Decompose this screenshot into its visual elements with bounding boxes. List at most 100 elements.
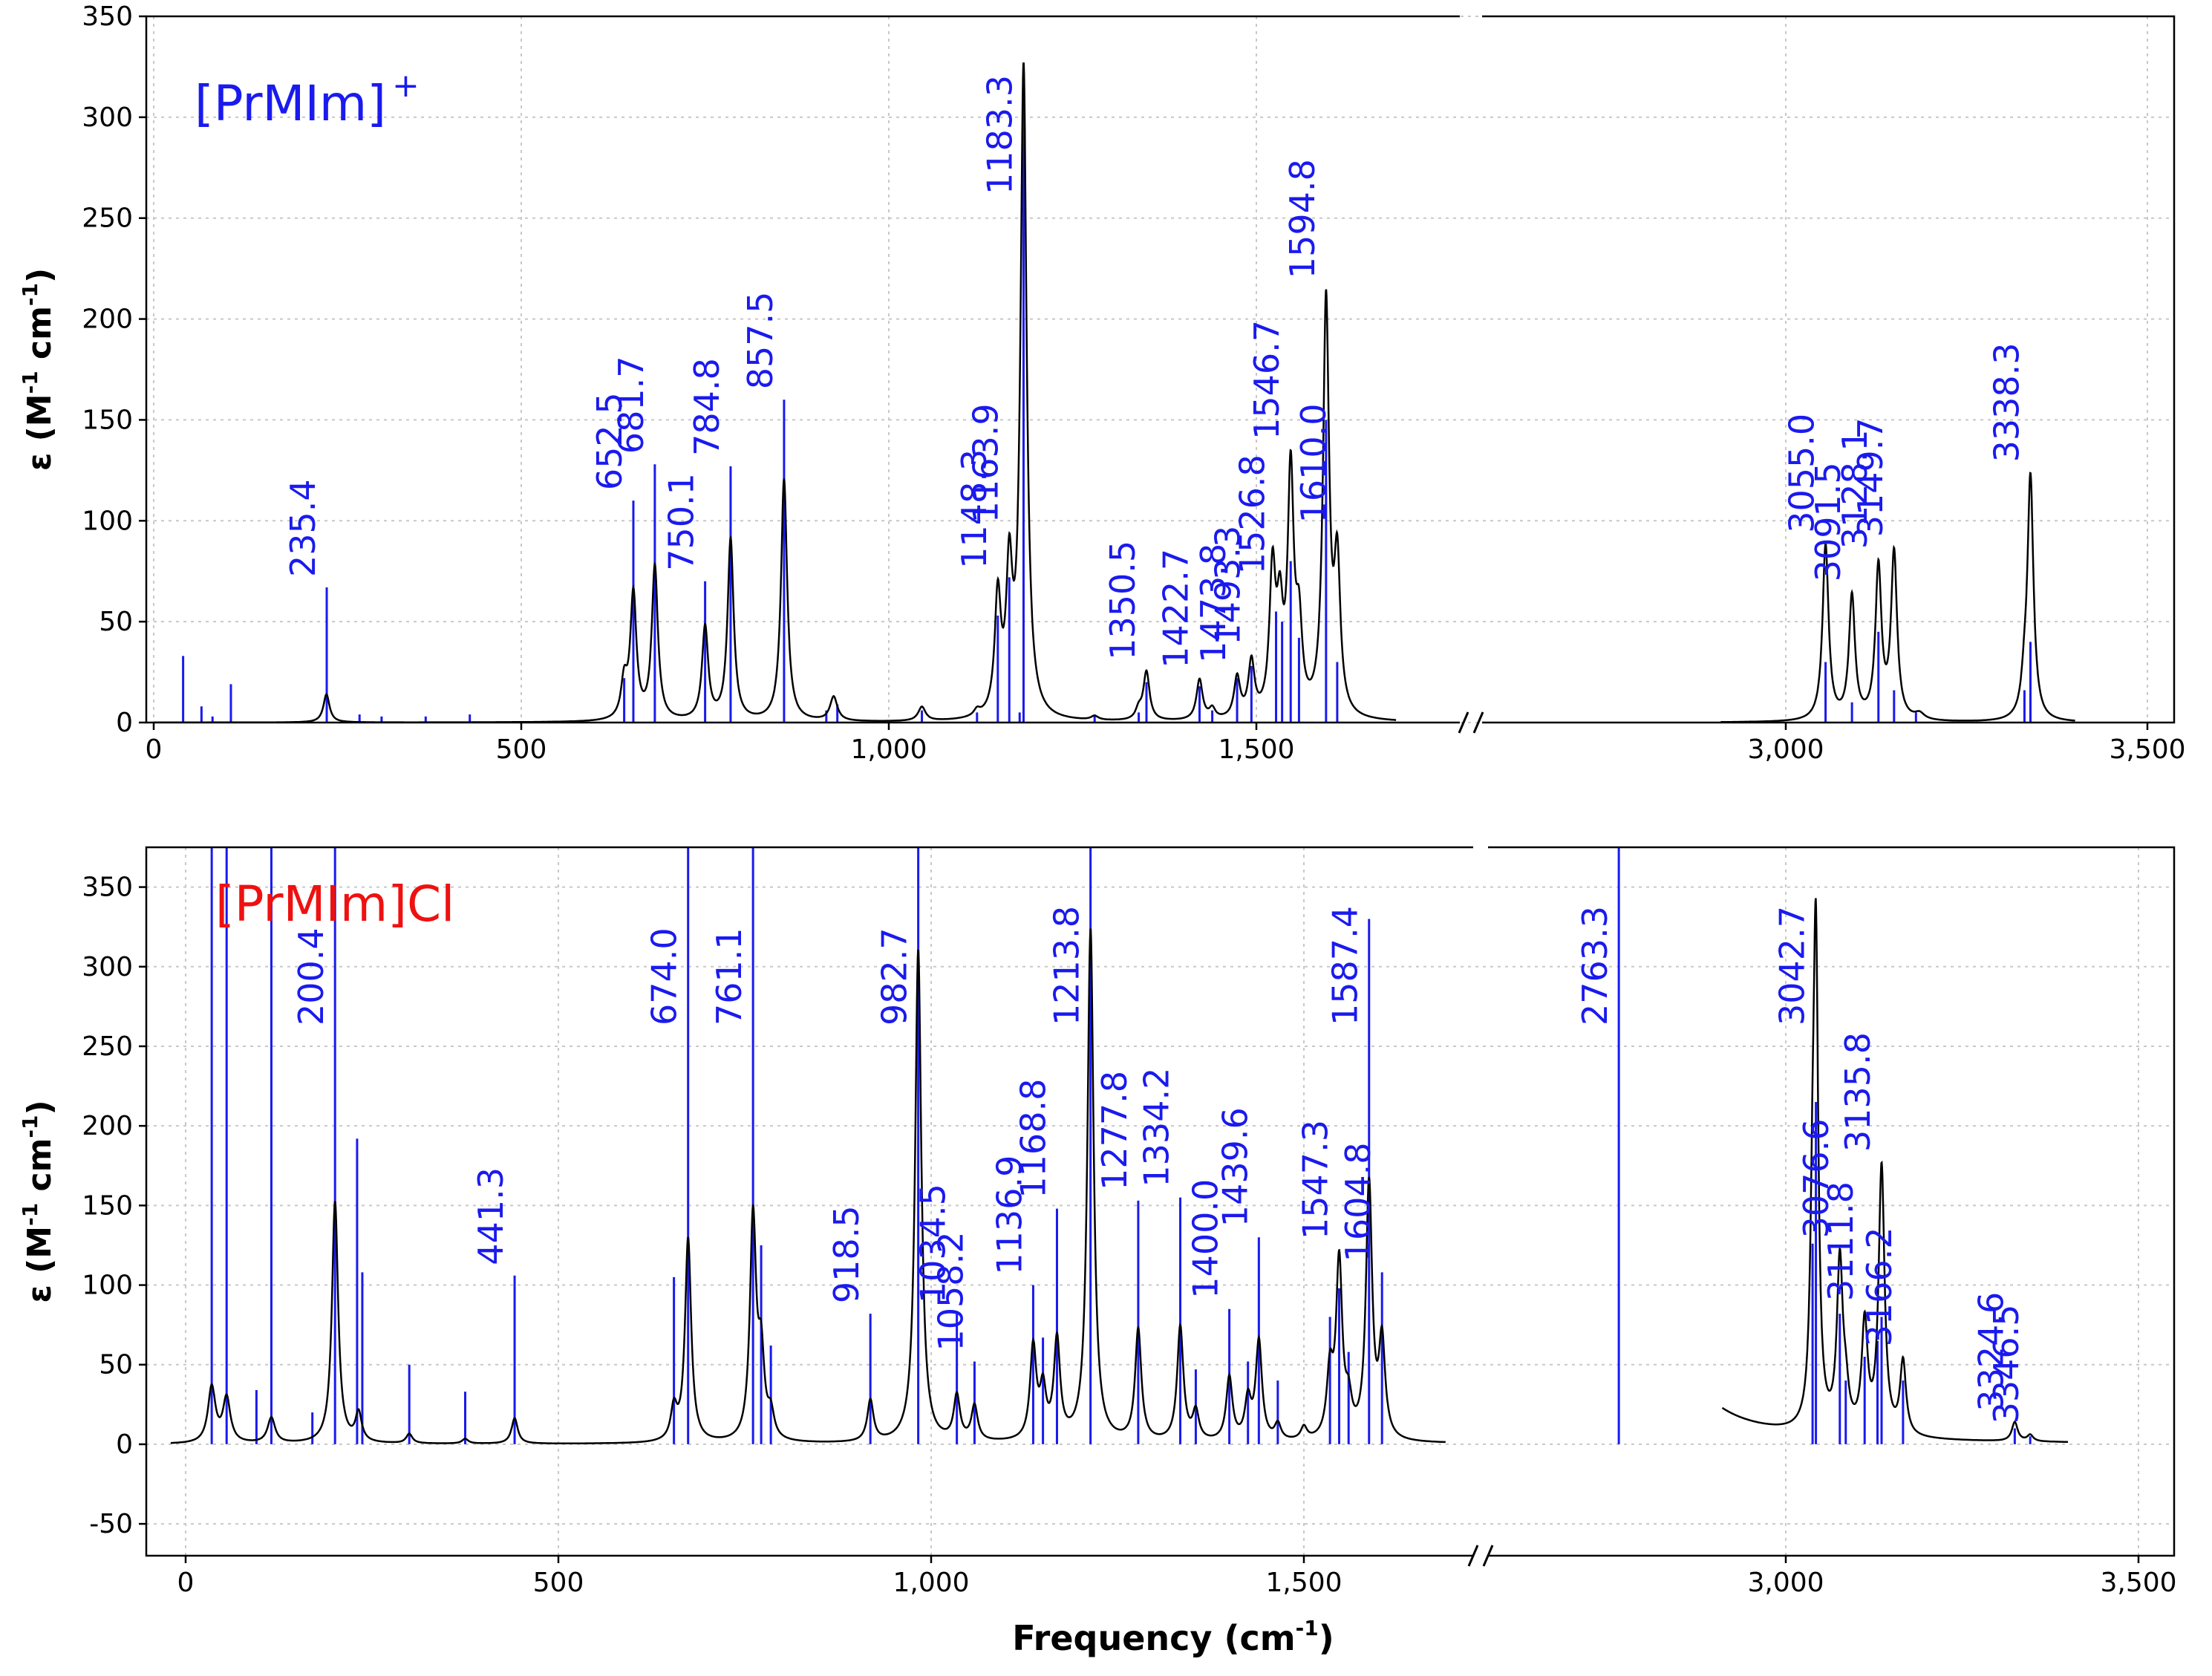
- y-axis-label-part: ): [21, 268, 59, 283]
- peak-label: 3338.3: [1987, 342, 2027, 462]
- plot-frame-left: [145, 846, 1473, 1557]
- peak-label: 3166.2: [1859, 1227, 1899, 1346]
- peak-label: 652.5: [590, 392, 630, 490]
- x-tick-label: 3,000: [1747, 1568, 1824, 1598]
- x-tick-label: 1,500: [1265, 1568, 1342, 1598]
- plot-frame-right: [1488, 846, 2176, 1557]
- peak-label: 1148.3: [954, 449, 994, 569]
- peak-label: 3346.5: [1986, 1304, 2026, 1424]
- panel-title: [PrMIm]Cl: [215, 876, 454, 933]
- peak-label: 1546.7: [1247, 320, 1287, 440]
- peak-label: 1604.8: [1338, 1142, 1378, 1262]
- axis-break-mark: [1467, 1545, 1479, 1567]
- x-axis-label-sup: -1: [1296, 1616, 1319, 1640]
- peak-label: 1168.8: [1014, 1079, 1054, 1199]
- axis-break-mark: [1482, 1545, 1494, 1567]
- peak-label: 3128.1: [1835, 429, 1875, 549]
- panel-title-main: [PrMIm]Cl: [215, 876, 454, 933]
- spectrum-curve-2: [1721, 898, 2068, 1444]
- peak-label: 441.3: [471, 1167, 511, 1265]
- x-tick-label: 3,000: [1747, 734, 1824, 765]
- peak-label: 918.5: [826, 1205, 867, 1303]
- peak-label: 3042.7: [1772, 906, 1813, 1026]
- x-tick-label: 0: [177, 1568, 195, 1598]
- plot-frame-left: [145, 15, 1460, 724]
- y-tick-label: 300: [82, 102, 133, 133]
- y-tick-label: 150: [82, 1190, 133, 1221]
- axis-break-mark: [1472, 711, 1484, 734]
- x-tick-label: 3,500: [2109, 734, 2185, 765]
- y-tick-label: 150: [82, 405, 133, 435]
- peak-label: 1058.2: [930, 1232, 970, 1351]
- peak-label: 1277.8: [1094, 1071, 1135, 1190]
- y-axis-label-sup: -1: [18, 1115, 42, 1138]
- y-tick-label: 100: [82, 1271, 133, 1301]
- peak-label: 3076.6: [1796, 1118, 1836, 1238]
- peak-label: 1163.9: [965, 403, 1005, 523]
- peak-label: 857.5: [740, 292, 780, 390]
- x-tick-label: 500: [496, 734, 547, 765]
- panel-title-main: [PrMIm]: [195, 75, 386, 132]
- y-tick-label: 300: [82, 952, 133, 982]
- peak-label: 681.7: [611, 356, 651, 454]
- x-axis-label-main: Frequency (cm: [1012, 1618, 1295, 1658]
- panel-title: [PrMIm] +: [195, 67, 420, 132]
- peak-label: 982.7: [875, 927, 915, 1026]
- peak-label: 1594.8: [1282, 159, 1322, 278]
- peak-label: 3091.5: [1808, 462, 1848, 581]
- y-axis-label-part: ): [21, 1100, 59, 1115]
- x-tick-label: 0: [146, 734, 163, 765]
- peak-label: 784.8: [687, 358, 727, 456]
- peak-label: 1183.3: [980, 75, 1020, 195]
- peak-label: 761.1: [709, 927, 749, 1026]
- y-axis-label-part: cm: [21, 1138, 59, 1203]
- panel-prmim-cation: 0 50 100 150 200 250 300 350 0 500 1,000 1,500 3,000…: [18, 1, 2186, 765]
- peak-label: 3324.6: [1971, 1292, 2011, 1412]
- plot-frame-right: [1482, 15, 2176, 724]
- y-axis-label-part: ε (M: [21, 394, 59, 471]
- peak-label: 1493.3: [1207, 526, 1247, 645]
- peak-label: 1400.0: [1186, 1179, 1226, 1299]
- peak-label: 1422.7: [1156, 549, 1196, 668]
- peak-label: 1587.4: [1325, 906, 1366, 1026]
- peak-label: 200.4: [291, 927, 331, 1026]
- y-axis-label: ε (M-1 cm-1): [18, 268, 59, 471]
- y-tick-label: 0: [116, 708, 133, 738]
- y-axis-label-sup: -1: [18, 283, 42, 306]
- peak-label: 1213.8: [1047, 906, 1087, 1026]
- peak-label: 3135.8: [1838, 1032, 1878, 1152]
- panel-title-sup: +: [392, 67, 420, 105]
- y-tick-label: 0: [116, 1429, 133, 1460]
- y-axis-label-sup: -1: [18, 1203, 42, 1226]
- peak-label: 235.4: [283, 479, 323, 577]
- y-tick-label: 200: [82, 1111, 133, 1141]
- spectrum-curve-1: [170, 928, 1446, 1444]
- spectrum-curve-2: [1720, 472, 2075, 723]
- x-tick-label: 1,000: [850, 734, 927, 765]
- y-tick-label: 100: [82, 506, 133, 536]
- y-tick-label: 50: [99, 607, 133, 637]
- axis-break-mark: [1458, 711, 1469, 734]
- peak-label: 3149.7: [1850, 417, 1890, 537]
- y-tick-label: 350: [82, 873, 133, 903]
- y-tick-label: -50: [89, 1509, 133, 1539]
- peak-label: 1439.6: [1215, 1107, 1255, 1227]
- peak-label: 750.1: [662, 473, 702, 571]
- peak-label: 2763.3: [1575, 906, 1615, 1026]
- y-tick-label: 250: [82, 203, 133, 234]
- peak-label: 3055.0: [1782, 414, 1822, 533]
- y-tick-label: 250: [82, 1031, 133, 1062]
- peak-label: 1526.8: [1233, 454, 1273, 574]
- y-axis-label-part: ε (M: [21, 1226, 59, 1303]
- panel-prmim-cl: -50 0 50 100 150 200 250 300 350 0 500 1,000 1,500 3,…: [18, 846, 2177, 1598]
- y-tick-label: 350: [82, 1, 133, 32]
- y-tick-label: 50: [99, 1350, 133, 1380]
- peak-label: 1473.8: [1193, 544, 1233, 663]
- x-tick-label: 500: [533, 1568, 584, 1598]
- y-axis-label: ε (M-1 cm-1): [18, 1100, 59, 1302]
- y-axis-label-part: cm: [21, 306, 59, 371]
- x-tick-label: 1,000: [893, 1568, 969, 1598]
- y-tick-label: 200: [82, 304, 133, 335]
- peak-label: 3111.8: [1821, 1181, 1861, 1301]
